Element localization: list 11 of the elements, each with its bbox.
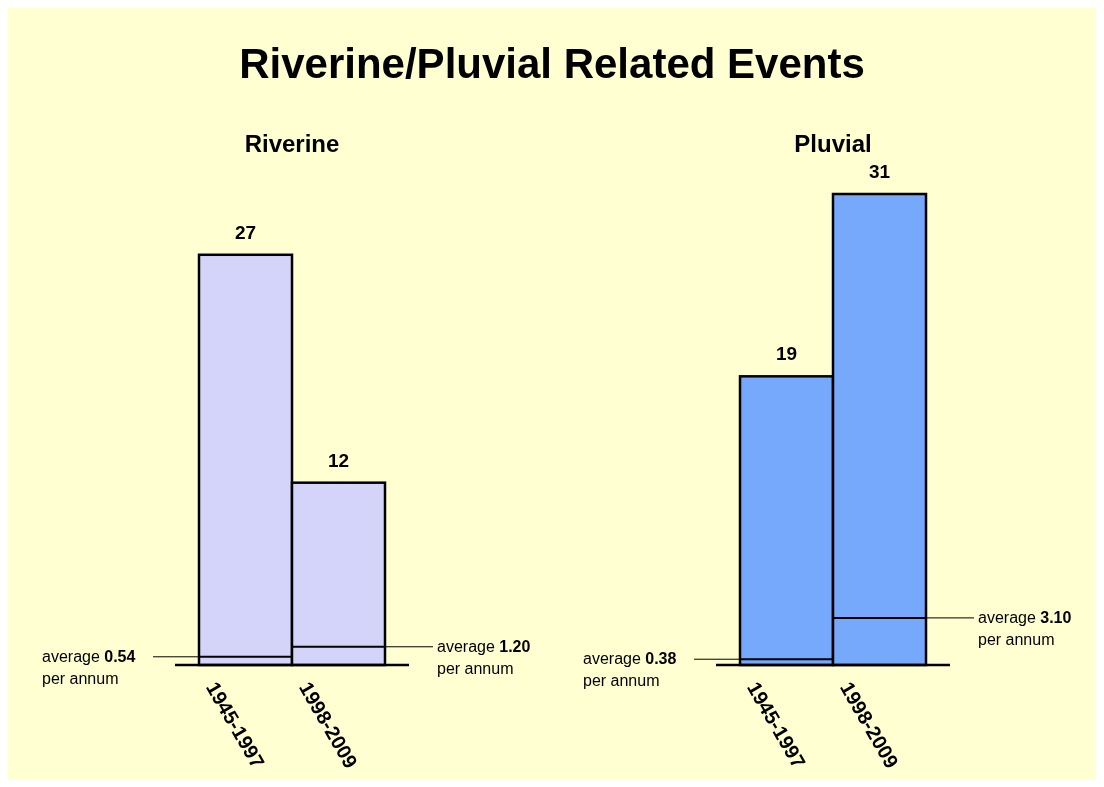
data-label: 19: [775, 343, 798, 365]
data-label: 27: [234, 221, 257, 243]
text: Riverine/Pluvial Related Events: [239, 40, 865, 87]
chart-subtitle: Pluvial: [794, 130, 872, 157]
ref-line-label: average 0.54 per annum: [42, 647, 136, 687]
ref-line-label: average 3.10 per annum: [978, 608, 1072, 648]
ref-line-label: average 1.20 per annum: [437, 637, 531, 677]
chart-subtitle: Riverine: [244, 130, 340, 157]
data-label: 31: [868, 161, 891, 182]
data-label: 12: [327, 449, 350, 471]
ref-line-label: average 0.38 per annum: [583, 650, 677, 690]
